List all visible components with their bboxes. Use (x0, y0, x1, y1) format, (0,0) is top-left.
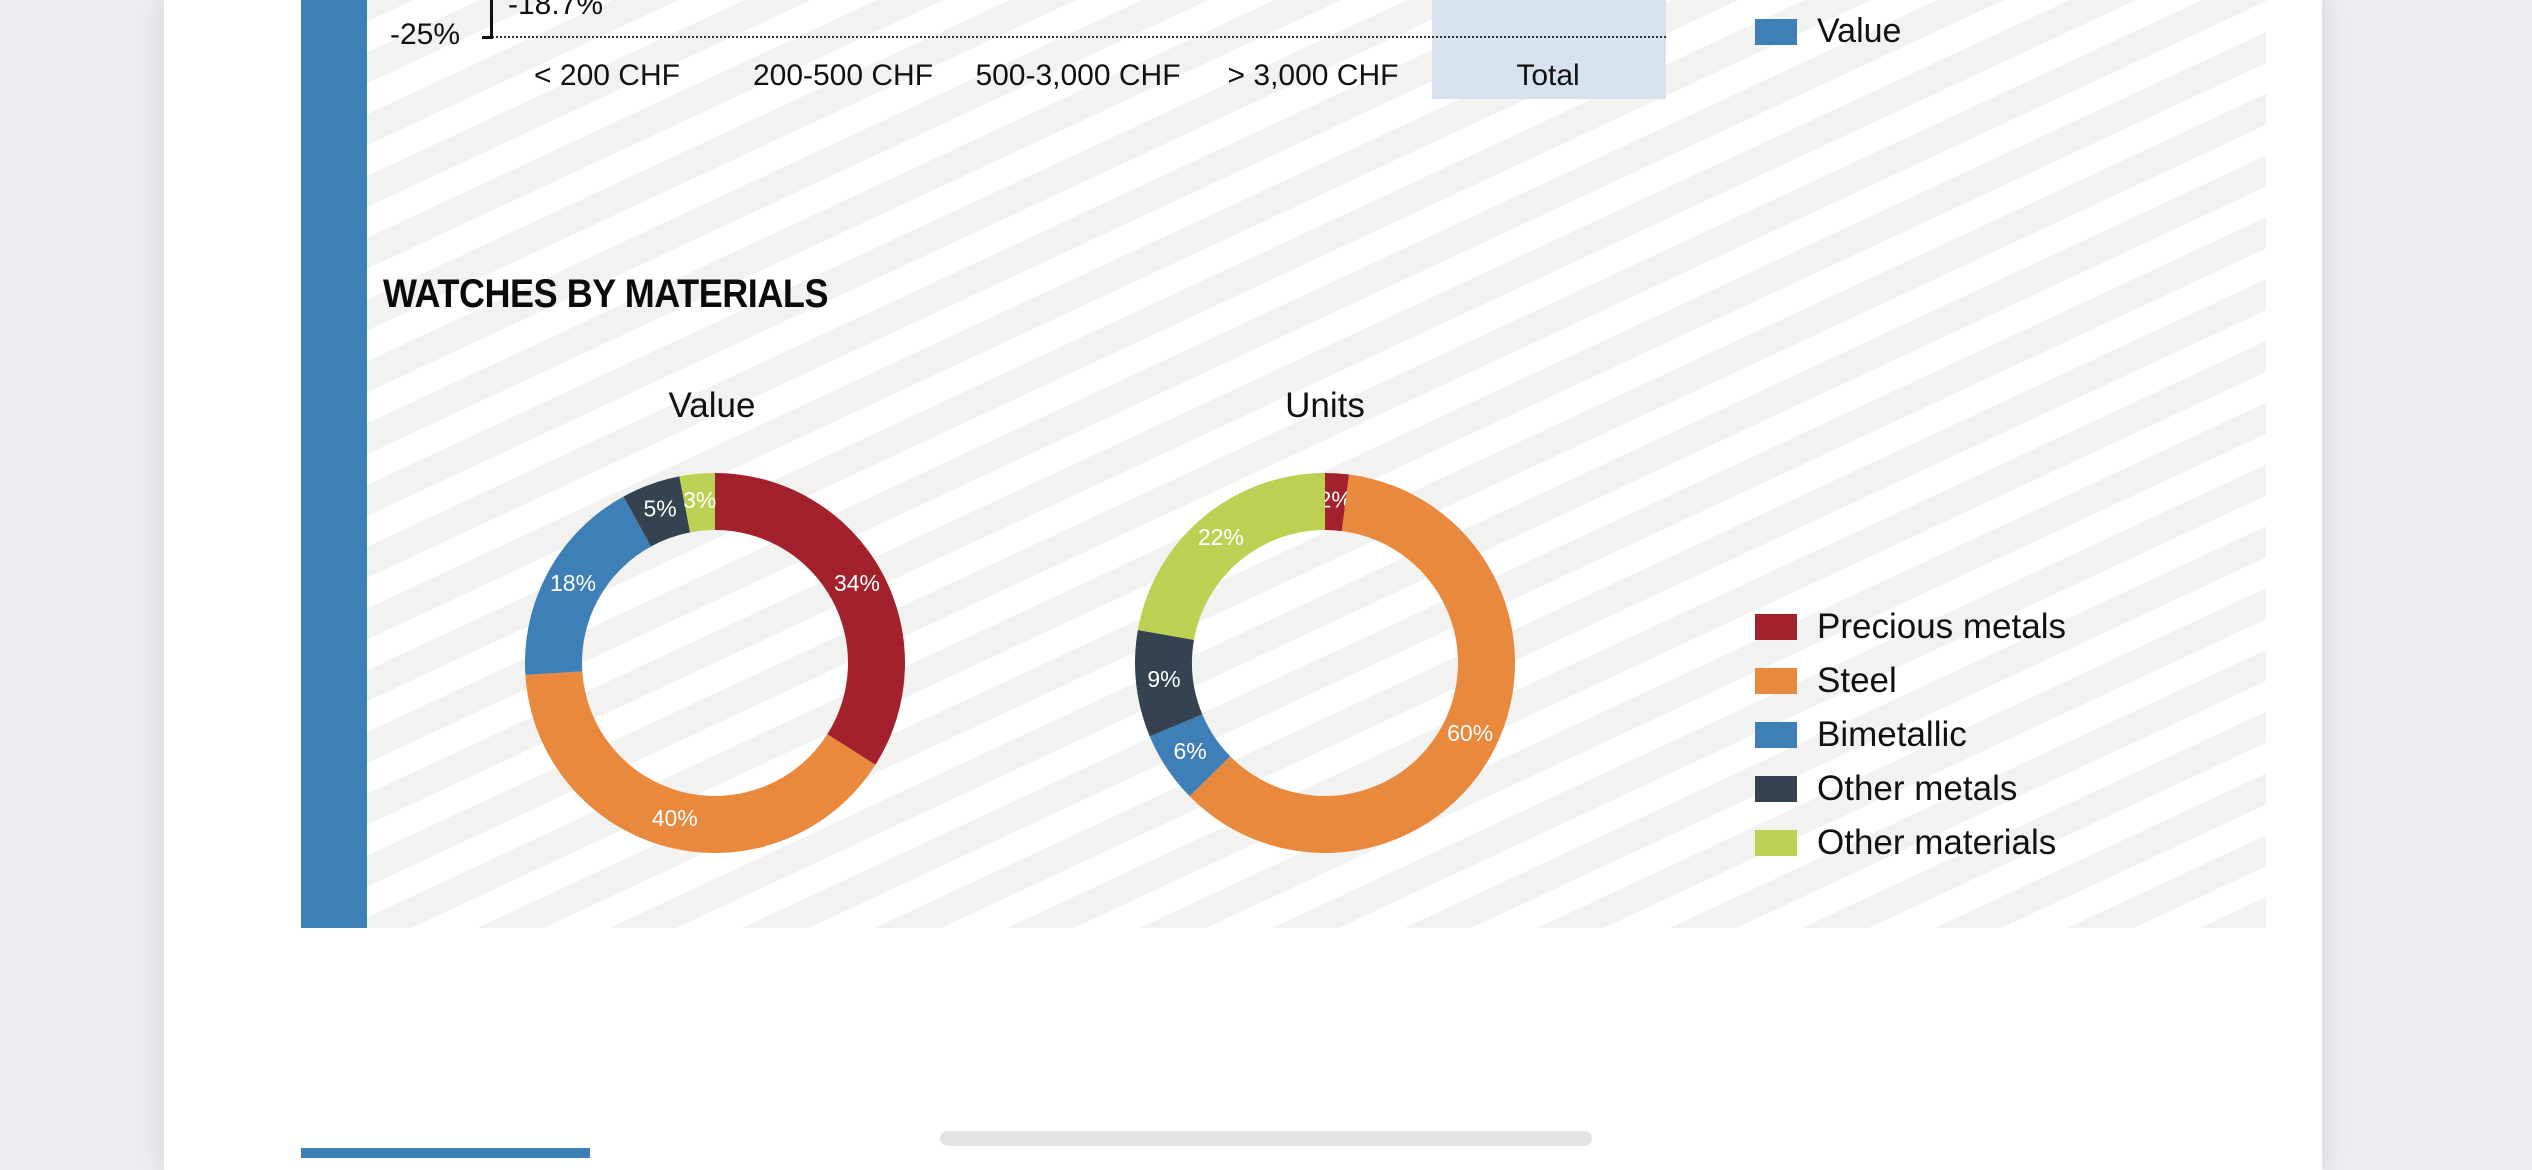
donut-slice (525, 496, 651, 675)
legend-label: Precious metals (1817, 607, 2066, 646)
top-chart-legend: Value (1755, 12, 1901, 51)
legend-swatch (1755, 830, 1797, 856)
donut-slice (525, 671, 876, 853)
materials-legend: Precious metals Steel Bimetallic Other m… (1755, 600, 2066, 870)
legend-item: Other metals (1755, 762, 2066, 816)
legend-label: Value (1817, 12, 1902, 50)
category-label: 500-3,000 CHF (975, 59, 1181, 92)
donut-chart-value: 34% 40% 18% 5% 3% (525, 473, 905, 853)
donut-slice (1137, 473, 1325, 640)
donut-slice (715, 473, 905, 765)
legend-item: Steel (1755, 654, 2066, 708)
zero-baseline (488, 36, 1666, 38)
legend-item: Other materials (1755, 816, 2066, 870)
slice-label: 22% (1198, 524, 1244, 550)
donut-chart-units: 2%60%6%9%22% (1135, 473, 1515, 853)
category-label: 200-500 CHF (752, 59, 934, 92)
slice-label: 9% (1147, 666, 1180, 692)
category-label: < 200 CHF (534, 59, 680, 92)
horizontal-scrollbar[interactable] (940, 1131, 1592, 1146)
footer-accent-bar (301, 1148, 590, 1158)
donut-slice (1149, 714, 1231, 797)
legend-swatch (1755, 776, 1797, 802)
total-column-highlight (1432, 0, 1666, 99)
slice-label: 34% (834, 570, 880, 596)
legend-item: Bimetallic (1755, 708, 2066, 762)
accent-bar (301, 0, 367, 928)
category-label-total: Total (1516, 59, 1580, 92)
slice-label: 40% (652, 805, 698, 831)
donut-slice (1189, 474, 1515, 853)
y-tick-label: -25% (390, 18, 461, 51)
slice-label: 60% (1447, 720, 1493, 746)
partial-value-label: -18.7% (508, 0, 604, 21)
donut-slice (679, 473, 715, 533)
donut-slice (1325, 473, 1350, 532)
donut-title-value: Value (668, 386, 756, 425)
legend-label: Bimetallic (1817, 715, 1967, 754)
section-title: WATCHES BY MATERIALS (383, 272, 829, 316)
slice-label: 6% (1173, 738, 1206, 764)
legend-swatch (1755, 722, 1797, 748)
legend-label: Steel (1817, 661, 1897, 700)
value-bracket (482, 0, 493, 39)
legend-swatch (1755, 614, 1797, 640)
legend-item: Precious metals (1755, 600, 2066, 654)
slice-label: 3% (683, 487, 716, 513)
slice-label: 5% (643, 496, 676, 522)
donut-title-units: Units (1285, 386, 1365, 425)
donut-slice (623, 476, 691, 547)
legend-label: Other metals (1817, 769, 2018, 808)
slice-label: 18% (550, 570, 596, 596)
category-label: > 3,000 CHF (1227, 59, 1399, 92)
legend-swatch (1755, 668, 1797, 694)
donut-slice (1135, 630, 1203, 737)
legend-swatch (1755, 18, 1797, 45)
legend-label: Other materials (1817, 823, 2057, 862)
